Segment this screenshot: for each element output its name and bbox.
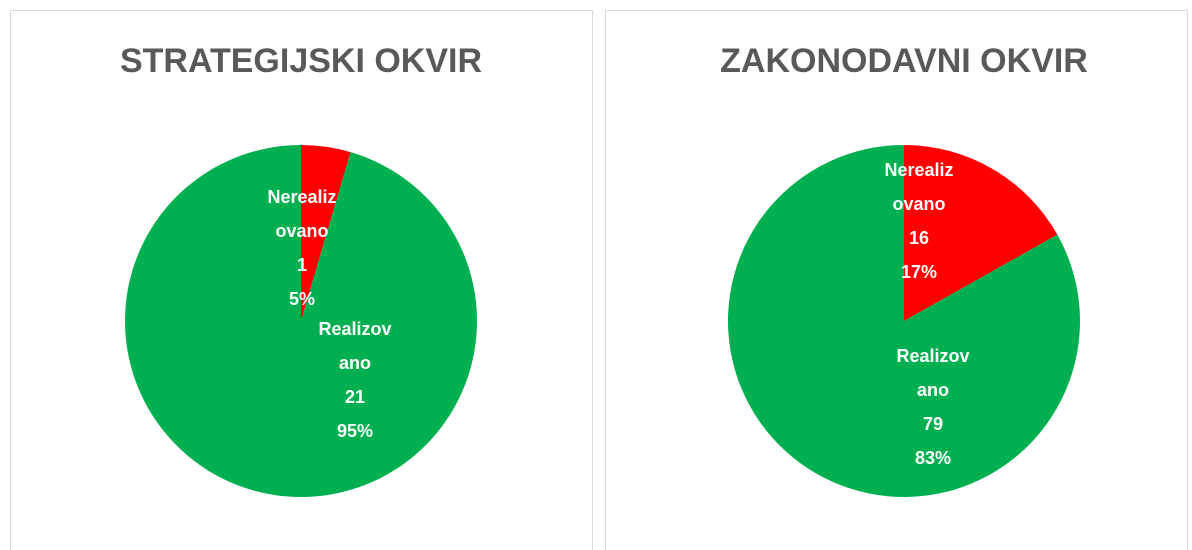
pie-slice — [301, 145, 351, 321]
data-label-name: Nerealiz ovano — [267, 187, 336, 241]
data-label-value: 16 — [909, 228, 929, 248]
data-label-percent: 83% — [915, 448, 951, 468]
data-label-value: 79 — [923, 414, 943, 434]
data-label-percent: 17% — [901, 262, 937, 282]
chart-title: ZAKONODAVNI OKVIR — [720, 42, 1088, 80]
data-label-name: Realizov ano — [896, 346, 969, 400]
pie-slice — [125, 145, 478, 497]
data-label-name: Realizov ano — [318, 319, 391, 373]
data-label-percent: 5% — [289, 289, 315, 309]
pie-slice — [904, 145, 1058, 321]
data-label-percent: 95% — [337, 421, 373, 441]
data-label-value: 21 — [345, 387, 365, 407]
data-label-value: 1 — [297, 255, 307, 275]
chart-title: STRATEGIJSKI OKVIR — [120, 42, 482, 80]
pie-slice — [728, 145, 1080, 498]
data-label-name: Nerealiz ovano — [884, 160, 953, 214]
